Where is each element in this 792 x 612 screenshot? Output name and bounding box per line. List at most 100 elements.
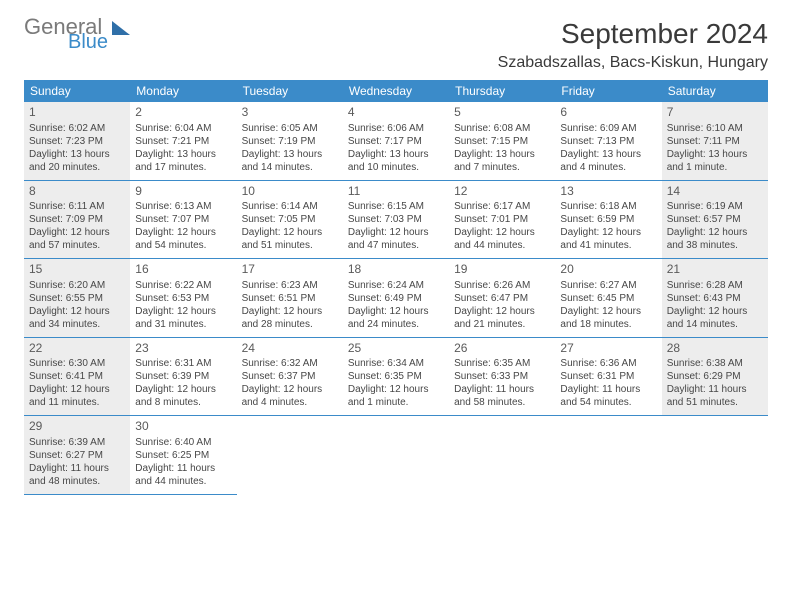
day-info: Sunrise: 6:39 AMSunset: 6:27 PMDaylight:… — [29, 436, 125, 488]
day-cell: 26Sunrise: 6:35 AMSunset: 6:33 PMDayligh… — [449, 337, 555, 416]
day-cell: 23Sunrise: 6:31 AMSunset: 6:39 PMDayligh… — [130, 337, 236, 416]
day-number: 15 — [29, 262, 125, 278]
day-number: 28 — [667, 341, 763, 357]
day-cell: 25Sunrise: 6:34 AMSunset: 6:35 PMDayligh… — [343, 337, 449, 416]
day-number: 18 — [348, 262, 444, 278]
day-info: Sunrise: 6:06 AMSunset: 7:17 PMDaylight:… — [348, 122, 444, 174]
day-number: 17 — [242, 262, 338, 278]
empty-cell — [449, 416, 555, 495]
day-header: Saturday — [662, 80, 768, 102]
day-header: Friday — [555, 80, 661, 102]
logo-blue: Blue — [68, 34, 108, 51]
empty-cell — [662, 416, 768, 495]
day-number: 5 — [454, 105, 550, 121]
day-info: Sunrise: 6:28 AMSunset: 6:43 PMDaylight:… — [667, 279, 763, 331]
calendar-week: 1Sunrise: 6:02 AMSunset: 7:23 PMDaylight… — [24, 102, 768, 180]
day-header: Wednesday — [343, 80, 449, 102]
day-info: Sunrise: 6:26 AMSunset: 6:47 PMDaylight:… — [454, 279, 550, 331]
empty-cell — [237, 416, 343, 495]
day-cell: 7Sunrise: 6:10 AMSunset: 7:11 PMDaylight… — [662, 102, 768, 180]
day-number: 2 — [135, 105, 231, 121]
day-cell: 24Sunrise: 6:32 AMSunset: 6:37 PMDayligh… — [237, 337, 343, 416]
day-info: Sunrise: 6:24 AMSunset: 6:49 PMDaylight:… — [348, 279, 444, 331]
day-info: Sunrise: 6:02 AMSunset: 7:23 PMDaylight:… — [29, 122, 125, 174]
calendar-body: 1Sunrise: 6:02 AMSunset: 7:23 PMDaylight… — [24, 102, 768, 494]
day-cell: 16Sunrise: 6:22 AMSunset: 6:53 PMDayligh… — [130, 259, 236, 338]
day-cell: 2Sunrise: 6:04 AMSunset: 7:21 PMDaylight… — [130, 102, 236, 180]
day-info: Sunrise: 6:15 AMSunset: 7:03 PMDaylight:… — [348, 200, 444, 252]
day-info: Sunrise: 6:05 AMSunset: 7:19 PMDaylight:… — [242, 122, 338, 174]
day-header-row: SundayMondayTuesdayWednesdayThursdayFrid… — [24, 80, 768, 102]
logo-sail-icon — [112, 21, 130, 35]
day-info: Sunrise: 6:13 AMSunset: 7:07 PMDaylight:… — [135, 200, 231, 252]
day-info: Sunrise: 6:27 AMSunset: 6:45 PMDaylight:… — [560, 279, 656, 331]
day-info: Sunrise: 6:17 AMSunset: 7:01 PMDaylight:… — [454, 200, 550, 252]
day-cell: 17Sunrise: 6:23 AMSunset: 6:51 PMDayligh… — [237, 259, 343, 338]
day-number: 25 — [348, 341, 444, 357]
day-number: 20 — [560, 262, 656, 278]
calendar-week: 22Sunrise: 6:30 AMSunset: 6:41 PMDayligh… — [24, 337, 768, 416]
day-info: Sunrise: 6:32 AMSunset: 6:37 PMDaylight:… — [242, 357, 338, 409]
day-number: 10 — [242, 184, 338, 200]
day-info: Sunrise: 6:31 AMSunset: 6:39 PMDaylight:… — [135, 357, 231, 409]
day-cell: 18Sunrise: 6:24 AMSunset: 6:49 PMDayligh… — [343, 259, 449, 338]
day-number: 9 — [135, 184, 231, 200]
calendar-week: 8Sunrise: 6:11 AMSunset: 7:09 PMDaylight… — [24, 180, 768, 259]
location: Szabadszallas, Bacs-Kiskun, Hungary — [498, 54, 768, 72]
day-number: 13 — [560, 184, 656, 200]
month-title: September 2024 — [498, 18, 768, 50]
day-info: Sunrise: 6:20 AMSunset: 6:55 PMDaylight:… — [29, 279, 125, 331]
day-cell: 21Sunrise: 6:28 AMSunset: 6:43 PMDayligh… — [662, 259, 768, 338]
day-cell: 14Sunrise: 6:19 AMSunset: 6:57 PMDayligh… — [662, 180, 768, 259]
calendar-table: SundayMondayTuesdayWednesdayThursdayFrid… — [24, 80, 768, 495]
logo: General Blue — [24, 18, 130, 51]
day-cell: 10Sunrise: 6:14 AMSunset: 7:05 PMDayligh… — [237, 180, 343, 259]
day-cell: 6Sunrise: 6:09 AMSunset: 7:13 PMDaylight… — [555, 102, 661, 180]
day-header: Thursday — [449, 80, 555, 102]
day-info: Sunrise: 6:08 AMSunset: 7:15 PMDaylight:… — [454, 122, 550, 174]
day-info: Sunrise: 6:40 AMSunset: 6:25 PMDaylight:… — [135, 436, 231, 488]
day-number: 26 — [454, 341, 550, 357]
day-number: 23 — [135, 341, 231, 357]
day-number: 6 — [560, 105, 656, 121]
title-block: September 2024 Szabadszallas, Bacs-Kisku… — [498, 18, 768, 72]
calendar-week: 29Sunrise: 6:39 AMSunset: 6:27 PMDayligh… — [24, 416, 768, 495]
day-header: Sunday — [24, 80, 130, 102]
empty-cell — [343, 416, 449, 495]
day-number: 14 — [667, 184, 763, 200]
day-number: 22 — [29, 341, 125, 357]
day-cell: 1Sunrise: 6:02 AMSunset: 7:23 PMDaylight… — [24, 102, 130, 180]
day-info: Sunrise: 6:10 AMSunset: 7:11 PMDaylight:… — [667, 122, 763, 174]
day-cell: 4Sunrise: 6:06 AMSunset: 7:17 PMDaylight… — [343, 102, 449, 180]
day-info: Sunrise: 6:22 AMSunset: 6:53 PMDaylight:… — [135, 279, 231, 331]
day-cell: 19Sunrise: 6:26 AMSunset: 6:47 PMDayligh… — [449, 259, 555, 338]
day-cell: 8Sunrise: 6:11 AMSunset: 7:09 PMDaylight… — [24, 180, 130, 259]
day-number: 11 — [348, 184, 444, 200]
day-info: Sunrise: 6:35 AMSunset: 6:33 PMDaylight:… — [454, 357, 550, 409]
empty-cell — [555, 416, 661, 495]
day-cell: 9Sunrise: 6:13 AMSunset: 7:07 PMDaylight… — [130, 180, 236, 259]
day-number: 1 — [29, 105, 125, 121]
day-number: 30 — [135, 419, 231, 435]
day-number: 21 — [667, 262, 763, 278]
page-header: General Blue September 2024 Szabadszalla… — [24, 18, 768, 72]
day-info: Sunrise: 6:14 AMSunset: 7:05 PMDaylight:… — [242, 200, 338, 252]
day-number: 16 — [135, 262, 231, 278]
day-cell: 20Sunrise: 6:27 AMSunset: 6:45 PMDayligh… — [555, 259, 661, 338]
day-number: 12 — [454, 184, 550, 200]
day-info: Sunrise: 6:04 AMSunset: 7:21 PMDaylight:… — [135, 122, 231, 174]
day-number: 8 — [29, 184, 125, 200]
day-number: 19 — [454, 262, 550, 278]
day-info: Sunrise: 6:30 AMSunset: 6:41 PMDaylight:… — [29, 357, 125, 409]
calendar-week: 15Sunrise: 6:20 AMSunset: 6:55 PMDayligh… — [24, 259, 768, 338]
day-number: 4 — [348, 105, 444, 121]
day-cell: 28Sunrise: 6:38 AMSunset: 6:29 PMDayligh… — [662, 337, 768, 416]
day-cell: 30Sunrise: 6:40 AMSunset: 6:25 PMDayligh… — [130, 416, 236, 495]
day-info: Sunrise: 6:18 AMSunset: 6:59 PMDaylight:… — [560, 200, 656, 252]
day-cell: 12Sunrise: 6:17 AMSunset: 7:01 PMDayligh… — [449, 180, 555, 259]
day-number: 27 — [560, 341, 656, 357]
day-number: 24 — [242, 341, 338, 357]
day-cell: 22Sunrise: 6:30 AMSunset: 6:41 PMDayligh… — [24, 337, 130, 416]
day-info: Sunrise: 6:09 AMSunset: 7:13 PMDaylight:… — [560, 122, 656, 174]
day-info: Sunrise: 6:11 AMSunset: 7:09 PMDaylight:… — [29, 200, 125, 252]
